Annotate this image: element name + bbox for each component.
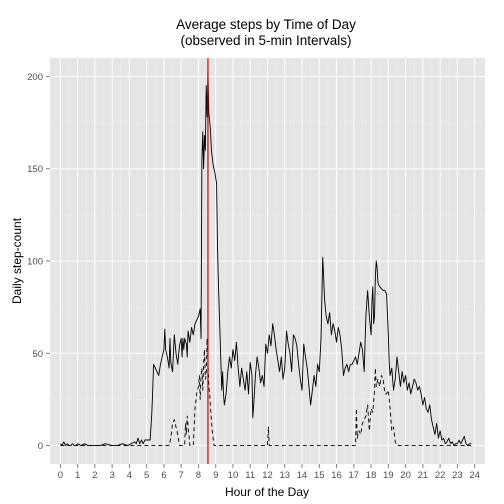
x-tick-label: 3 xyxy=(109,470,114,481)
x-tick-label: 1 xyxy=(75,470,80,481)
x-tick-label: 21 xyxy=(418,470,429,481)
x-tick-label: 11 xyxy=(245,470,255,481)
x-tick-label: 18 xyxy=(366,470,377,481)
x-tick-label: 13 xyxy=(279,470,290,481)
y-tick-label: 0 xyxy=(38,441,43,452)
x-tick-label: 24 xyxy=(469,470,480,481)
major-gridlines xyxy=(50,58,485,464)
chart-title-line-1: Average steps by Time of Day xyxy=(176,17,356,32)
x-tick-label: 17 xyxy=(349,470,360,481)
x-tick-label: 14 xyxy=(297,470,308,481)
y-tick-label: 200 xyxy=(27,72,43,83)
x-tick-label: 4 xyxy=(127,470,132,481)
x-tick-label: 0 xyxy=(58,470,63,481)
x-tick-label: 19 xyxy=(383,470,394,481)
y-axis-title: Daily step-count xyxy=(10,217,24,304)
x-axis-ticks: 0 1 2 3 4 5 6 7 8 9 10 11 12 13 14 15 16 17 18 19 20 21 22 23 24 xyxy=(58,464,480,481)
x-tick-label: 16 xyxy=(331,470,342,481)
x-axis-title: Hour of the Day xyxy=(225,485,309,499)
y-tick-label: 50 xyxy=(32,349,43,360)
x-tick-label: 6 xyxy=(161,470,166,481)
x-tick-label: 15 xyxy=(314,470,325,481)
y-axis-ticks: 0 50 100 150 200 xyxy=(27,72,50,452)
x-tick-label: 2 xyxy=(92,470,97,481)
dashed-series-line xyxy=(60,338,472,446)
x-tick-label: 10 xyxy=(228,470,239,481)
x-tick-label: 7 xyxy=(179,470,184,481)
x-tick-label: 23 xyxy=(452,470,463,481)
x-tick-label: 22 xyxy=(435,470,446,481)
y-tick-label: 150 xyxy=(27,164,43,175)
x-tick-label: 5 xyxy=(144,470,149,481)
y-tick-label: 100 xyxy=(27,257,43,268)
x-tick-label: 20 xyxy=(400,470,411,481)
series-layer xyxy=(60,70,472,446)
chart-title-line-2: (observed in 5-min Intervals) xyxy=(180,33,351,48)
solid-series-line xyxy=(60,70,472,446)
x-tick-label: 8 xyxy=(196,470,201,481)
x-tick-label: 9 xyxy=(213,470,218,481)
x-tick-label: 12 xyxy=(262,470,273,481)
